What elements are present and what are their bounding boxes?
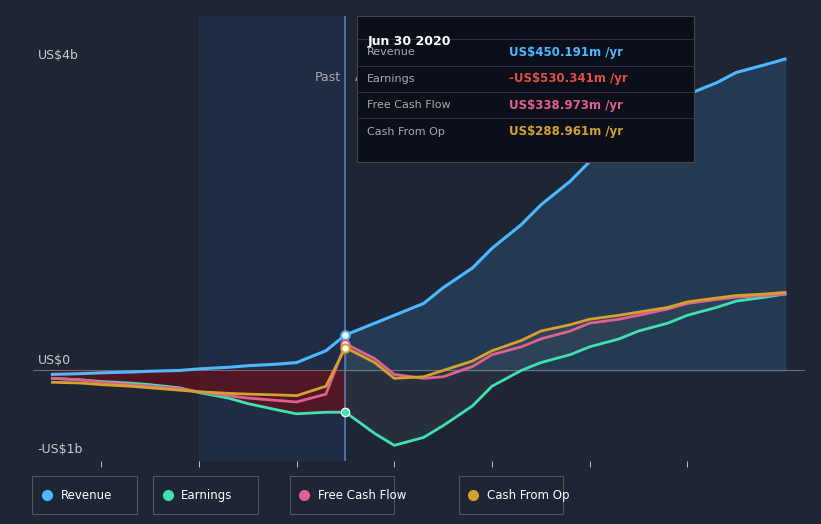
Text: US$0: US$0	[38, 354, 71, 366]
Text: -US$1b: -US$1b	[38, 443, 83, 456]
Text: Free Cash Flow: Free Cash Flow	[367, 100, 451, 110]
Text: Past: Past	[314, 71, 341, 84]
Bar	[199, 16, 346, 461]
Text: Analysts Forecasts: Analysts Forecasts	[355, 71, 471, 84]
Text: Jun 30 2020: Jun 30 2020	[367, 35, 451, 48]
Text: Free Cash Flow: Free Cash Flow	[318, 489, 406, 501]
Text: Earnings: Earnings	[367, 74, 415, 84]
Text: Cash From Op: Cash From Op	[487, 489, 570, 501]
Text: US$4b: US$4b	[38, 49, 79, 62]
Text: -US$530.341m /yr: -US$530.341m /yr	[509, 72, 627, 85]
Text: Earnings: Earnings	[181, 489, 232, 501]
Text: Revenue: Revenue	[367, 47, 416, 58]
Text: US$288.961m /yr: US$288.961m /yr	[509, 125, 623, 138]
Text: Cash From Op: Cash From Op	[367, 127, 445, 137]
Text: Revenue: Revenue	[61, 489, 112, 501]
Text: US$450.191m /yr: US$450.191m /yr	[509, 46, 622, 59]
Text: US$338.973m /yr: US$338.973m /yr	[509, 99, 622, 112]
